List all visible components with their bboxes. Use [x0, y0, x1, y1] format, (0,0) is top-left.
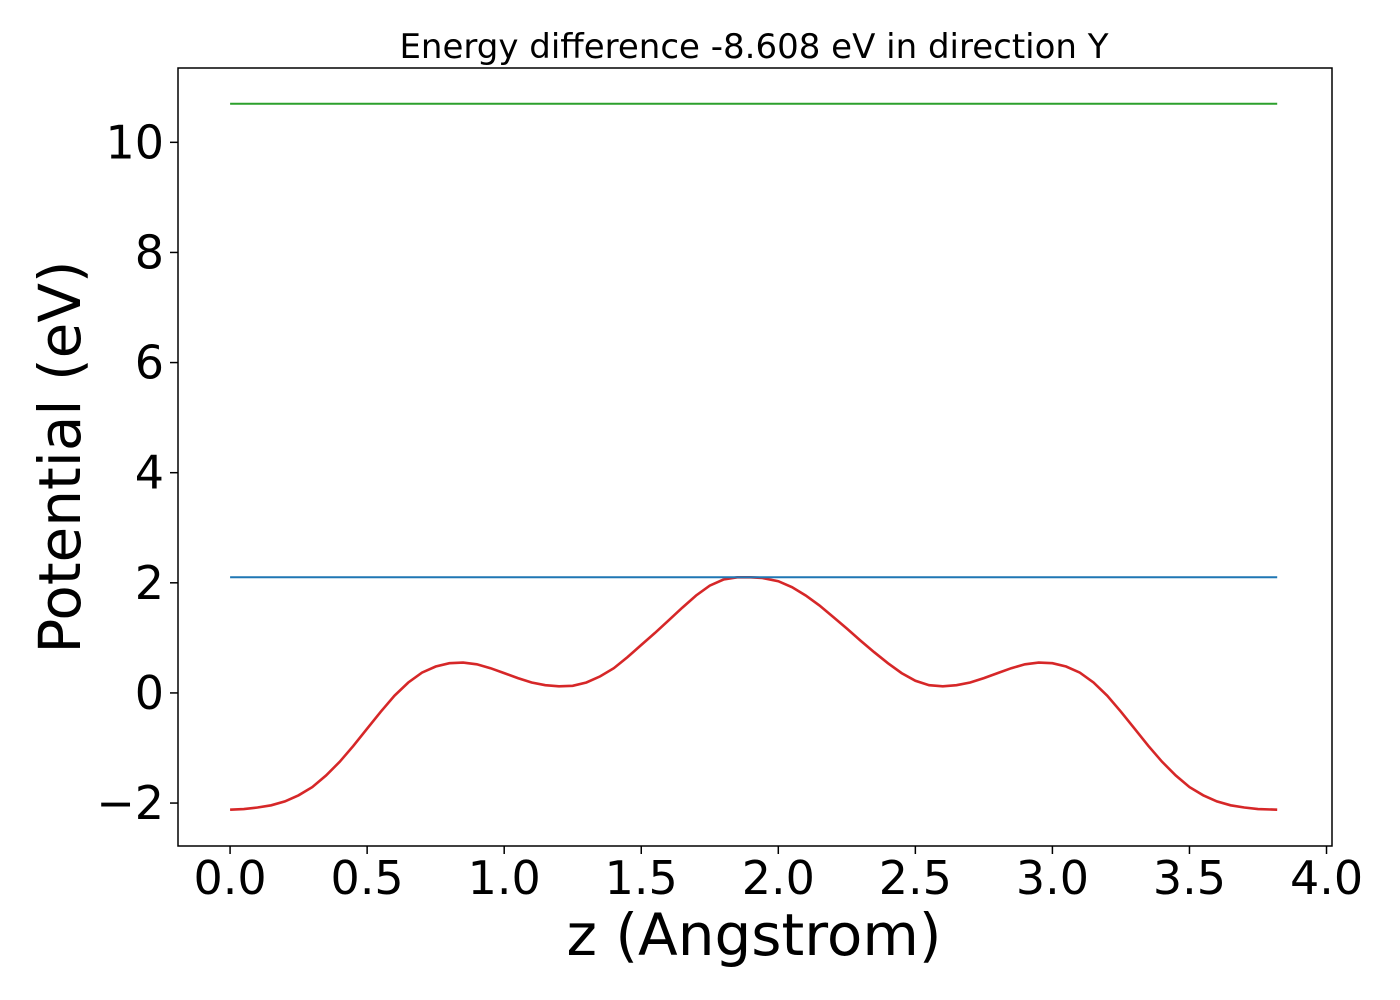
x-tick-label-0: 0.0 — [194, 851, 267, 905]
x-axis-label: z (Angstrom) — [567, 901, 942, 969]
plot-area-frame — [177, 67, 1333, 847]
y-tick-label-0: −2 — [96, 776, 164, 830]
series-line-0 — [230, 575, 1278, 811]
x-tick-label-7: 3.5 — [1153, 851, 1226, 905]
y-tick-label-6: 10 — [105, 115, 164, 169]
x-tick-label-8: 4.0 — [1290, 851, 1363, 905]
chart-title: Energy difference -8.608 eV in direction… — [399, 27, 1108, 67]
x-tick-label-1: 0.5 — [331, 851, 404, 905]
y-tick-label-4: 6 — [135, 336, 164, 390]
y-axis-label: Potential (eV) — [26, 260, 94, 653]
x-tick-label-5: 2.5 — [879, 851, 952, 905]
x-tick-label-3: 1.5 — [605, 851, 678, 905]
x-tick-label-4: 2.0 — [742, 851, 815, 905]
y-axis-ticks: −2 0 2 4 6 8 10 — [96, 115, 178, 830]
series-layer — [230, 102, 1278, 811]
y-tick-label-5: 8 — [135, 225, 164, 279]
x-tick-label-2: 1.0 — [468, 851, 541, 905]
x-axis-ticks: 0.0 0.5 1.0 1.5 2.0 2.5 3.0 3.5 4.0 — [194, 846, 1363, 905]
y-tick-label-1: 0 — [135, 666, 164, 720]
x-tick-label-6: 3.0 — [1016, 851, 1089, 905]
y-tick-label-2: 2 — [135, 556, 164, 610]
y-tick-label-3: 4 — [135, 446, 164, 500]
